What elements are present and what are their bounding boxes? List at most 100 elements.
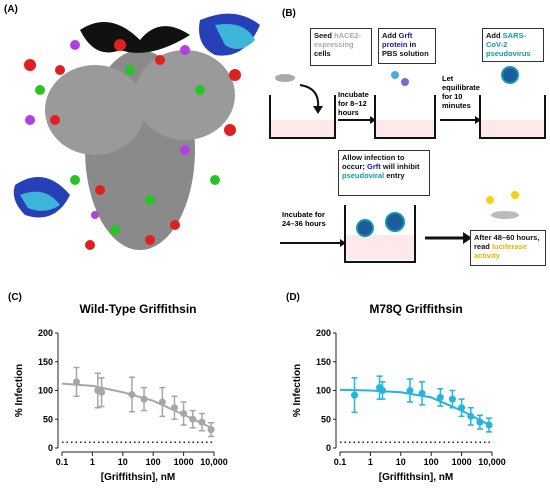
box-text: entry [384,171,405,180]
x-axis-label: [Griffithsin], nM [101,472,175,483]
arrowhead [475,116,481,124]
well [479,95,546,139]
y-tick-label: 200 [38,328,53,338]
protein [401,78,409,86]
chart-title: Wild-Type Griffithsin [80,302,197,316]
well [374,95,436,139]
virus [501,66,519,84]
y-axis-label: % Infection [292,364,303,417]
spike-lobe [135,50,235,140]
griffithsin-ribbon [20,191,60,211]
mean-point [180,410,188,417]
x-tick-label: 100 [424,457,439,467]
mean-point [170,404,178,412]
arrow [299,84,320,109]
step-label: Incubate for 8–12 hours [338,90,369,117]
y-tick-label: 100 [38,386,53,396]
residue-group [25,40,190,219]
panel-label: (A) [4,4,18,15]
well-fill [375,120,435,138]
y-tick-label: 50 [43,414,53,424]
x-tick-label: 10 [118,457,128,467]
well [269,95,336,139]
x-tick-label: 1 [90,457,95,467]
mean-point [158,398,166,406]
cells-virus-icons [275,66,519,237]
mean-point [98,388,106,396]
chart-title: M78Q Griffithsin [369,302,462,316]
mean-point [140,395,148,403]
x-tick-label: 100 [146,457,161,467]
protein [391,71,399,79]
mean-point [207,426,215,434]
mean-point [485,421,493,429]
x-tick-label: 1 [368,457,373,467]
mean-point [378,387,386,394]
fit-curve [339,388,493,428]
x-tick-label: 0.1 [56,457,69,467]
arrowhead [370,116,376,124]
griffithsin-ribbon [215,24,255,49]
box-text: in PBS solution [382,40,429,58]
x-tick-label: 0.1 [334,457,347,467]
box-text: After 48–60 hours, read [474,233,540,251]
cell [275,74,295,82]
step-box: After 48–60 hours, read luciferase activ… [470,230,546,266]
step-label: Incubate for 24–36 hours [282,210,326,228]
box-text: hACE2-expressing [314,31,362,49]
y-tick-label: 0 [48,443,53,453]
panel-label: (D) [286,292,300,303]
box-text: Grft protein [382,31,413,49]
box-text: Add [382,31,399,40]
well [344,205,416,263]
fit-curve [61,382,215,430]
step-box: Allow infection to occur; Grft will inhi… [338,150,430,196]
mean-point [436,393,444,401]
assay-wells [269,84,546,263]
box-text: SARS-CoV-2 pseudovirus [486,31,531,58]
mean-point [418,389,426,397]
luciferase-glow [486,196,494,204]
x-tick-label: 10,000 [478,457,506,467]
mean-point [448,395,456,403]
box-text: Add [486,31,503,40]
mean-point [476,418,484,426]
arrowheads [313,106,481,247]
mean-point [458,404,466,412]
mean-point [128,391,136,399]
y-tick-label: 0 [326,443,331,453]
protein-structure [13,13,260,250]
x-axis-label: [Griffithsin], nM [379,472,453,483]
y-tick-label: 150 [316,357,331,367]
arrowhead [313,106,323,114]
mean-point [467,412,475,420]
panel-label: (C) [8,292,22,303]
box-text: luciferase activity [474,242,527,260]
residue-group [24,39,241,250]
arrowhead [463,232,472,244]
mean-point [406,387,414,394]
mean-point [189,415,197,423]
y-axis-label: % Infection [14,364,25,417]
spike-lobe [45,65,145,155]
mean-point [73,378,81,386]
luciferase-glow [511,191,519,199]
box-text: Allow infection to occur; [342,153,405,171]
box-text: Seed [314,31,335,40]
box-text: will inhibit [380,162,420,171]
cell [491,211,519,219]
residue-group [35,65,220,235]
virus [356,219,374,237]
well-fill [345,235,415,260]
mean-point [198,418,206,426]
well-fill [480,120,545,138]
x-tick-label: 10 [396,457,406,467]
arrowhead [340,239,346,247]
step-box: Add Grft protein in PBS solution [378,28,436,64]
y-tick-label: 200 [316,328,331,338]
box-text: pseudoviral [342,171,385,180]
glycan-cluster [80,22,190,53]
step-label: Let equilibrate for 10 minutes [442,74,480,110]
